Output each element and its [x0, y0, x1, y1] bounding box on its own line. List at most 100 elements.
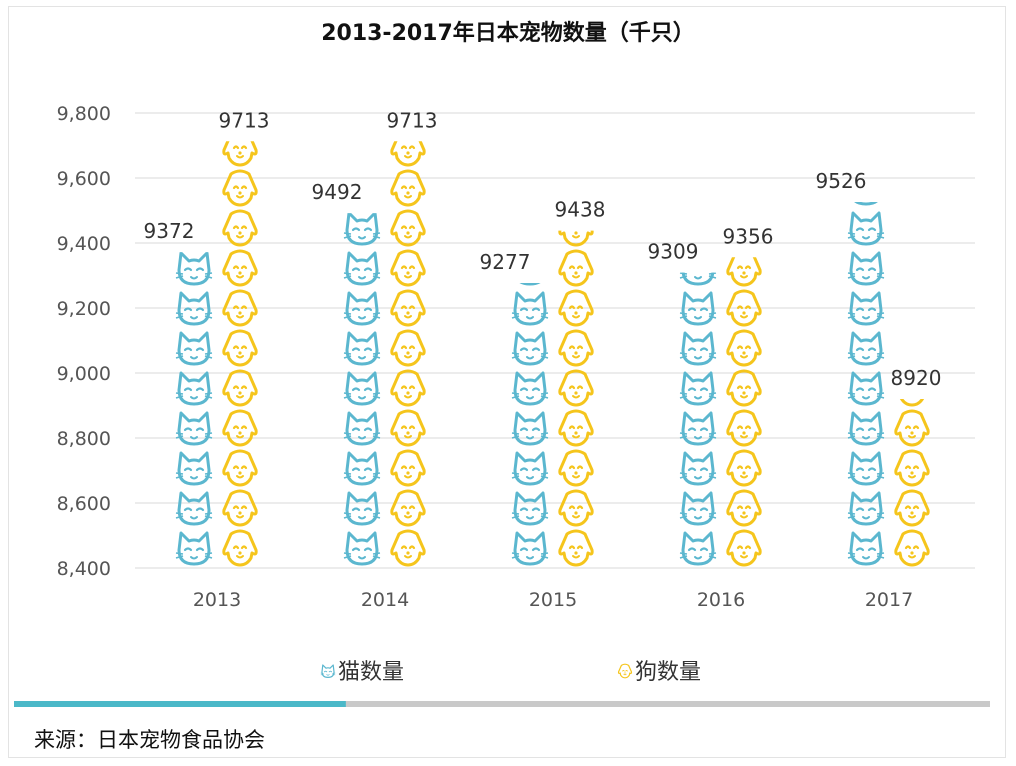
bar-dog-2016	[726, 257, 762, 567]
dog-face-icon	[222, 329, 258, 367]
cat-face-icon	[174, 491, 214, 526]
legend-item-dog[interactable]: 狗数量	[617, 660, 701, 685]
dog-face-icon	[558, 529, 594, 567]
legend-item-cat[interactable]: 猫数量	[320, 660, 404, 685]
cat-face-icon	[342, 491, 382, 526]
dog-face-icon	[390, 369, 426, 407]
bars	[174, 141, 930, 567]
x-tick-label: 2016	[697, 589, 745, 611]
cat-face-icon	[678, 331, 718, 366]
dog-face-icon	[558, 489, 594, 527]
legend-dog-icon	[617, 663, 633, 679]
data-label: 9438	[555, 198, 606, 222]
cat-face-icon	[678, 531, 718, 566]
dog-face-icon	[558, 409, 594, 447]
cat-face-icon	[678, 451, 718, 486]
bar-cat-2014	[342, 213, 382, 566]
cat-face-icon	[510, 531, 550, 566]
bar-dog-2017	[894, 399, 930, 567]
cat-face-icon	[174, 411, 214, 446]
data-label: 9713	[219, 108, 270, 132]
dog-face-icon	[894, 449, 930, 487]
dog-face-icon	[222, 141, 258, 167]
data-label: 9356	[723, 224, 774, 248]
dog-face-icon	[726, 257, 762, 287]
progress-track	[14, 701, 990, 707]
data-label: 9372	[144, 219, 195, 243]
dog-face-icon	[726, 329, 762, 367]
data-label: 9526	[816, 169, 867, 193]
dog-face-icon	[390, 409, 426, 447]
dog-face-icon	[894, 529, 930, 567]
cat-face-icon	[678, 371, 718, 406]
chart-frame	[8, 6, 1006, 758]
cat-face-icon	[846, 331, 886, 366]
dog-face-icon	[390, 449, 426, 487]
cat-face-icon	[174, 331, 214, 366]
dog-face-icon	[222, 409, 258, 447]
y-tick-label: 8,800	[57, 428, 111, 450]
legend-cat-label: 猫数量	[338, 660, 404, 685]
x-tick-label: 2014	[361, 589, 409, 611]
bar-dog-2013	[222, 141, 258, 567]
dog-face-icon	[222, 529, 258, 567]
y-tick-label: 8,600	[57, 493, 111, 515]
gridlines	[135, 112, 975, 569]
bar-cat-2016	[678, 272, 718, 566]
cat-face-icon	[846, 491, 886, 526]
y-tick-label: 8,400	[57, 558, 111, 580]
cat-face-icon	[510, 371, 550, 406]
dog-face-icon	[726, 449, 762, 487]
cat-face-icon	[174, 531, 214, 566]
cat-face-icon	[510, 451, 550, 486]
cat-face-icon	[342, 371, 382, 406]
cat-face-icon	[342, 451, 382, 486]
cat-face-icon	[342, 531, 382, 566]
dog-face-icon	[894, 409, 930, 447]
dog-face-icon	[558, 449, 594, 487]
dog-face-icon	[894, 489, 930, 527]
cat-face-icon	[846, 451, 886, 486]
data-label: 8920	[891, 366, 942, 390]
cat-face-icon	[678, 411, 718, 446]
cat-face-icon	[846, 411, 886, 446]
cat-face-icon	[174, 451, 214, 486]
dog-face-icon	[390, 249, 426, 287]
x-tick-label: 2017	[865, 589, 913, 611]
y-tick-label: 9,600	[57, 168, 111, 190]
cat-face-icon	[510, 491, 550, 526]
data-label: 9492	[312, 180, 363, 204]
bar-dog-2015	[558, 230, 594, 567]
cat-face-icon	[342, 331, 382, 366]
dog-face-icon	[726, 409, 762, 447]
y-tick-label: 9,000	[57, 363, 111, 385]
cat-face-icon	[342, 213, 382, 246]
cat-face-icon	[342, 411, 382, 446]
dog-face-icon	[390, 489, 426, 527]
dog-face-icon	[390, 329, 426, 367]
dog-face-icon	[222, 489, 258, 527]
cat-face-icon	[846, 251, 886, 286]
legend-cat-icon	[320, 664, 336, 679]
dog-face-icon	[222, 249, 258, 287]
cat-face-icon	[342, 251, 382, 286]
dog-face-icon	[726, 369, 762, 407]
dog-face-icon	[222, 449, 258, 487]
dog-face-icon	[390, 141, 426, 167]
y-tick-label: 9,200	[57, 298, 111, 320]
cat-face-icon	[846, 211, 886, 246]
y-axis: 8,400 8,600 8,800 9,000 9,200 9,400 9,600 9,800	[57, 103, 111, 580]
dog-face-icon	[390, 169, 426, 207]
legend: 猫数量 狗数量	[320, 660, 701, 685]
legend-dog-label: 狗数量	[635, 660, 701, 685]
y-tick-label: 9,400	[57, 233, 111, 255]
dog-face-icon	[558, 249, 594, 287]
dog-face-icon	[726, 489, 762, 527]
dog-face-icon	[558, 329, 594, 367]
bar-cat-2017	[846, 202, 886, 566]
cat-face-icon	[846, 371, 886, 406]
dog-face-icon	[558, 369, 594, 407]
cat-face-icon	[678, 491, 718, 526]
progress-fill	[14, 701, 346, 707]
dog-face-icon	[222, 209, 258, 247]
